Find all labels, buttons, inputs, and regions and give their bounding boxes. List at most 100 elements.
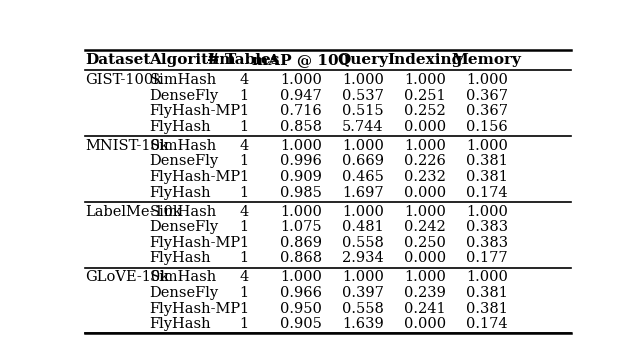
- Text: 0.669: 0.669: [342, 154, 384, 168]
- Text: 1: 1: [239, 186, 248, 199]
- Text: 1: 1: [239, 89, 248, 103]
- Text: 1.000: 1.000: [342, 73, 383, 87]
- Text: 0.985: 0.985: [280, 186, 322, 199]
- Text: 1.000: 1.000: [404, 139, 445, 153]
- Text: 0.381: 0.381: [466, 170, 508, 184]
- Text: 0.239: 0.239: [404, 286, 445, 300]
- Text: GIST-100k: GIST-100k: [85, 73, 162, 87]
- Text: 0.558: 0.558: [342, 302, 383, 316]
- Text: 0.251: 0.251: [404, 89, 445, 103]
- Text: FlyHash: FlyHash: [150, 120, 211, 134]
- Text: 0.174: 0.174: [466, 186, 508, 199]
- Text: 0.000: 0.000: [404, 251, 446, 265]
- Text: DenseFly: DenseFly: [150, 220, 219, 234]
- Text: 0.905: 0.905: [280, 317, 322, 331]
- Text: 0.250: 0.250: [404, 236, 445, 250]
- Text: LabelMe-10k: LabelMe-10k: [85, 204, 182, 218]
- Text: 0.242: 0.242: [404, 220, 445, 234]
- Text: 1.000: 1.000: [404, 270, 445, 284]
- Text: 0.909: 0.909: [280, 170, 322, 184]
- Text: 1.000: 1.000: [404, 73, 445, 87]
- Text: 0.558: 0.558: [342, 236, 383, 250]
- Text: 0.869: 0.869: [280, 236, 322, 250]
- Text: 1: 1: [239, 302, 248, 316]
- Text: 1.000: 1.000: [280, 204, 322, 218]
- Text: 0.381: 0.381: [466, 286, 508, 300]
- Text: 0.966: 0.966: [280, 286, 322, 300]
- Text: FlyHash: FlyHash: [150, 251, 211, 265]
- Text: 1: 1: [239, 104, 248, 118]
- Text: 0.858: 0.858: [280, 120, 322, 134]
- Text: FlyHash-MP: FlyHash-MP: [150, 302, 241, 316]
- Text: 0.174: 0.174: [466, 317, 508, 331]
- Text: 1.697: 1.697: [342, 186, 383, 199]
- Text: 0.156: 0.156: [466, 120, 508, 134]
- Text: 1: 1: [239, 154, 248, 168]
- Text: 1.639: 1.639: [342, 317, 383, 331]
- Text: # Tables: # Tables: [207, 53, 280, 67]
- Text: Query: Query: [337, 53, 388, 67]
- Text: 0.481: 0.481: [342, 220, 383, 234]
- Text: Algorithm: Algorithm: [150, 53, 236, 67]
- Text: 0.000: 0.000: [404, 186, 446, 199]
- Text: 0.241: 0.241: [404, 302, 445, 316]
- Text: 0.515: 0.515: [342, 104, 383, 118]
- Text: 4: 4: [239, 73, 248, 87]
- Text: FlyHash: FlyHash: [150, 317, 211, 331]
- Text: 0.996: 0.996: [280, 154, 322, 168]
- Text: 4: 4: [239, 270, 248, 284]
- Text: 0.383: 0.383: [466, 220, 508, 234]
- Text: 1: 1: [239, 170, 248, 184]
- Text: 0.381: 0.381: [466, 154, 508, 168]
- Text: SimHash: SimHash: [150, 73, 217, 87]
- Text: 1: 1: [239, 220, 248, 234]
- Text: 1.000: 1.000: [342, 270, 383, 284]
- Text: 0.226: 0.226: [404, 154, 445, 168]
- Text: SimHash: SimHash: [150, 139, 217, 153]
- Text: FlyHash-MP: FlyHash-MP: [150, 236, 241, 250]
- Text: DenseFly: DenseFly: [150, 286, 219, 300]
- Text: 0.252: 0.252: [404, 104, 445, 118]
- Text: 1.000: 1.000: [280, 270, 322, 284]
- Text: mAP @ 100: mAP @ 100: [252, 53, 349, 67]
- Text: 5.744: 5.744: [342, 120, 383, 134]
- Text: 0.465: 0.465: [342, 170, 383, 184]
- Text: GLoVE-10k: GLoVE-10k: [85, 270, 169, 284]
- Text: 1.000: 1.000: [466, 270, 508, 284]
- Text: 1.000: 1.000: [466, 73, 508, 87]
- Text: 0.381: 0.381: [466, 302, 508, 316]
- Text: 1.000: 1.000: [466, 139, 508, 153]
- Text: 0.868: 0.868: [280, 251, 322, 265]
- Text: 4: 4: [239, 139, 248, 153]
- Text: FlyHash-MP: FlyHash-MP: [150, 170, 241, 184]
- Text: 0.716: 0.716: [280, 104, 321, 118]
- Text: 0.950: 0.950: [280, 302, 322, 316]
- Text: 1.000: 1.000: [342, 204, 383, 218]
- Text: MNIST-10k: MNIST-10k: [85, 139, 169, 153]
- Text: DenseFly: DenseFly: [150, 154, 219, 168]
- Text: 1.075: 1.075: [280, 220, 321, 234]
- Text: FlyHash: FlyHash: [150, 186, 211, 199]
- Text: 4: 4: [239, 204, 248, 218]
- Text: 0.383: 0.383: [466, 236, 508, 250]
- Text: 1: 1: [239, 251, 248, 265]
- Text: Dataset: Dataset: [85, 53, 150, 67]
- Text: SimHash: SimHash: [150, 270, 217, 284]
- Text: SimHash: SimHash: [150, 204, 217, 218]
- Text: 0.000: 0.000: [404, 120, 446, 134]
- Text: 1: 1: [239, 317, 248, 331]
- Text: DenseFly: DenseFly: [150, 89, 219, 103]
- Text: 1.000: 1.000: [404, 204, 445, 218]
- Text: 1: 1: [239, 236, 248, 250]
- Text: 1.000: 1.000: [280, 139, 322, 153]
- Text: 0.537: 0.537: [342, 89, 383, 103]
- Text: 2.934: 2.934: [342, 251, 383, 265]
- Text: 1: 1: [239, 120, 248, 134]
- Text: 1.000: 1.000: [280, 73, 322, 87]
- Text: 0.397: 0.397: [342, 286, 383, 300]
- Text: 0.367: 0.367: [466, 104, 508, 118]
- Text: 0.367: 0.367: [466, 89, 508, 103]
- Text: 1.000: 1.000: [466, 204, 508, 218]
- Text: Memory: Memory: [452, 53, 522, 67]
- Text: 0.947: 0.947: [280, 89, 321, 103]
